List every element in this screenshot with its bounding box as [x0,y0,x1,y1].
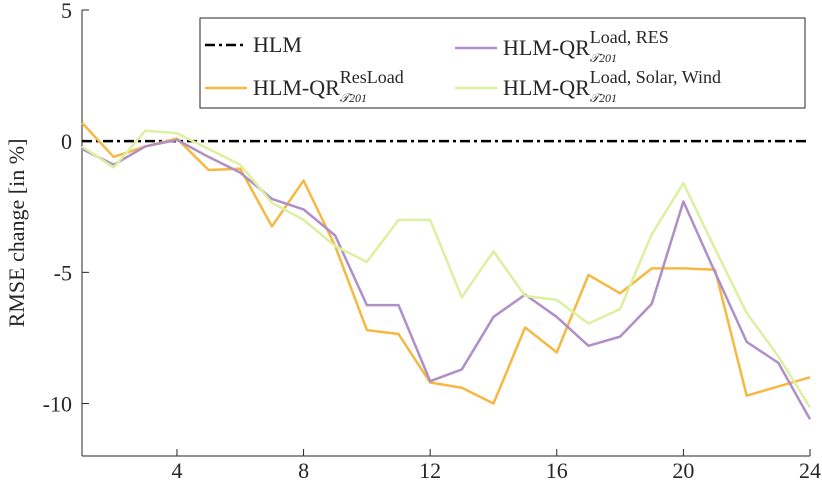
x-tick-label: 4 [171,458,182,482]
x-tick-label: 20 [672,458,694,482]
y-tick-label: -10 [43,392,72,417]
legend-label: HLM [253,32,302,57]
y-tick-label: -5 [54,260,72,285]
series-line [81,129,812,409]
y-axis-label: RMSE change [in %] [4,139,29,328]
legend-label: HLM-QRLoad, RES 𝒯201 [503,27,669,65]
legend-sup: Load, RES [590,27,669,47]
series-line [81,121,811,405]
legend-sub: 𝒯201 [590,91,617,105]
y-tick-label: 5 [61,0,72,23]
legend-name: HLM-QR [253,75,340,100]
x-tick-label: 12 [419,458,441,482]
legend-sup: Load, Solar, Wind [590,67,721,87]
legend-sub: 𝒯201 [340,91,367,105]
legend-label: HLM-QRLoad, Solar, Wind 𝒯201 [503,67,721,105]
legend-sup: ResLoad [340,67,404,87]
y-tick-label: 0 [61,129,72,154]
x-tick-label: 16 [546,458,568,482]
x-tick-label: 24 [799,458,821,482]
x-tick-label: 8 [298,458,309,482]
legend-box [199,17,806,109]
legend-sub: 𝒯201 [590,51,617,65]
legend-name: HLM [253,32,302,57]
series-line [81,138,812,420]
legend-name: HLM-QR [503,35,590,60]
legend-label: HLM-QRResLoad 𝒯201 [253,67,404,105]
legend-name: HLM-QR [503,75,590,100]
